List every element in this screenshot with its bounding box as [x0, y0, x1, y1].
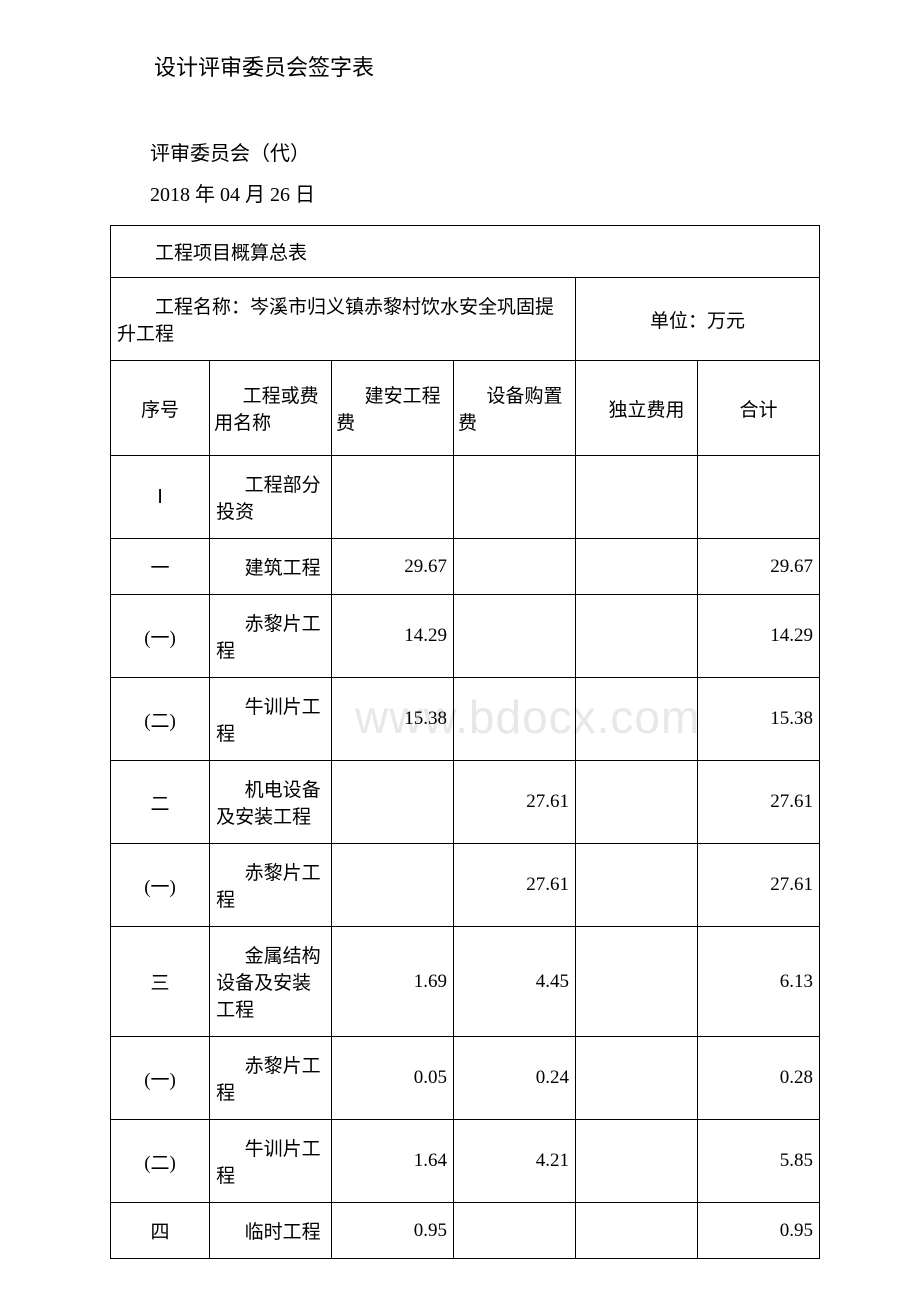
header-col5: 独立费用 [576, 361, 698, 456]
table-cell: 0.95 [332, 1203, 454, 1259]
subtitle: 评审委员会（代） [110, 137, 820, 166]
header-col2: 工程或费用名称 [210, 361, 332, 456]
budget-table: 工程项目概算总表 工程名称：岑溪市归义镇赤黎村饮水安全巩固提升工程 单位：万元 … [110, 225, 820, 1259]
table-cell: 工程部分投资 [210, 456, 332, 539]
table-row: (二)牛训片工程1.644.21 5.85 [111, 1120, 820, 1203]
table-cell: Ⅰ [111, 456, 210, 539]
table-cell: 15.38 [332, 678, 454, 761]
table-cell: 四 [111, 1203, 210, 1259]
table-row: (一)赤黎片工程 27.61 27.61 [111, 844, 820, 927]
table-row: 四临时工程0.950.95 [111, 1203, 820, 1259]
table-cell [576, 1037, 698, 1120]
table-cell: 一 [111, 539, 210, 595]
table-row: (二)牛训片工程15.3815.38 [111, 678, 820, 761]
table-cell: 机电设备及安装工程 [210, 761, 332, 844]
table-cell: 29.67 [332, 539, 454, 595]
table-cell: (二) [111, 1120, 210, 1203]
table-title-row: 工程项目概算总表 [111, 226, 820, 278]
table-cell: 牛训片工程 [210, 1120, 332, 1203]
table-header-row: 序号 工程或费用名称 建安工程费 设备购置费 独立费用 合计 [111, 361, 820, 456]
table-cell: 29.67 [697, 539, 819, 595]
table-cell: 4.45 [454, 927, 576, 1037]
table-row: Ⅰ工程部分投资 [111, 456, 820, 539]
table-cell [576, 927, 698, 1037]
table-cell: 赤黎片工程 [210, 1037, 332, 1120]
table-cell: 5.85 [697, 1120, 819, 1203]
table-cell [576, 595, 698, 678]
table-cell: (一) [111, 1037, 210, 1120]
table-cell [332, 761, 454, 844]
table-cell: (一) [111, 844, 210, 927]
table-cell: 14.29 [697, 595, 819, 678]
table-cell: 牛训片工程 [210, 678, 332, 761]
table-cell: 27.61 [697, 761, 819, 844]
table-row: (一)赤黎片工程14.2914.29 [111, 595, 820, 678]
header-col3: 建安工程费 [332, 361, 454, 456]
table-cell: 二 [111, 761, 210, 844]
page-wrapper: www.bdocx.com 设计评审委员会签字表 评审委员会（代） 2018 年… [110, 50, 820, 1259]
table-cell: 1.69 [332, 927, 454, 1037]
table-cell [576, 1203, 698, 1259]
table-cell [332, 844, 454, 927]
table-cell: 27.61 [454, 844, 576, 927]
table-cell [454, 1203, 576, 1259]
table-cell [576, 844, 698, 927]
table-cell: 建筑工程 [210, 539, 332, 595]
table-cell: 14.29 [332, 595, 454, 678]
unit-cell: 单位：万元 [576, 278, 820, 361]
table-cell [576, 761, 698, 844]
table-cell: 赤黎片工程 [210, 844, 332, 927]
page-title: 设计评审委员会签字表 [110, 50, 820, 82]
table-cell [576, 456, 698, 539]
table-cell: 0.28 [697, 1037, 819, 1120]
table-cell: 0.95 [697, 1203, 819, 1259]
project-info-row: 工程名称：岑溪市归义镇赤黎村饮水安全巩固提升工程 单位：万元 [111, 278, 820, 361]
table-row: (一)赤黎片工程0.050.24 0.28 [111, 1037, 820, 1120]
table-cell: 27.61 [697, 844, 819, 927]
table-row: 一建筑工程29.6729.67 [111, 539, 820, 595]
table-cell [454, 539, 576, 595]
table-cell: 0.05 [332, 1037, 454, 1120]
table-cell [576, 1120, 698, 1203]
header-col6: 合计 [697, 361, 819, 456]
table-cell [697, 456, 819, 539]
table-cell: (二) [111, 678, 210, 761]
table-cell: 临时工程 [210, 1203, 332, 1259]
table-cell: 三 [111, 927, 210, 1037]
table-cell [332, 456, 454, 539]
table-cell [454, 678, 576, 761]
table-title-cell: 工程项目概算总表 [111, 226, 820, 278]
header-col4: 设备购置费 [454, 361, 576, 456]
header-col1: 序号 [111, 361, 210, 456]
table-cell: (一) [111, 595, 210, 678]
table-cell: 赤黎片工程 [210, 595, 332, 678]
table-cell [576, 539, 698, 595]
date-text: 2018 年 04 月 26 日 [110, 178, 820, 207]
table-cell: 27.61 [454, 761, 576, 844]
table-cell: 4.21 [454, 1120, 576, 1203]
table-cell: 0.24 [454, 1037, 576, 1120]
table-row: 三金属结构设备及安装工程1.694.45 6.13 [111, 927, 820, 1037]
table-cell: 6.13 [697, 927, 819, 1037]
table-cell: 1.64 [332, 1120, 454, 1203]
project-name-cell: 工程名称：岑溪市归义镇赤黎村饮水安全巩固提升工程 [111, 278, 576, 361]
table-cell [576, 678, 698, 761]
table-row: 二机电设备及安装工程 27.61 27.61 [111, 761, 820, 844]
table-cell: 金属结构设备及安装工程 [210, 927, 332, 1037]
table-cell: 15.38 [697, 678, 819, 761]
table-cell [454, 595, 576, 678]
table-cell [454, 456, 576, 539]
